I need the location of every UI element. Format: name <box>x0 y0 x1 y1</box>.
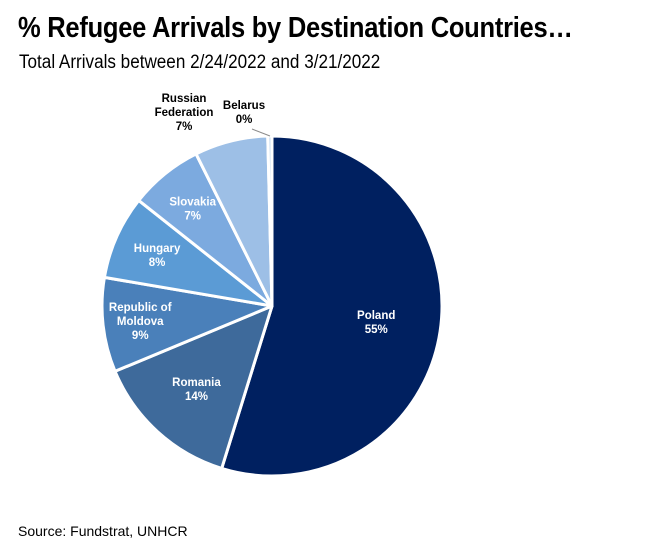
slice-category-label: Republic of <box>109 302 172 314</box>
slice-category-label: Slovakia <box>169 196 216 208</box>
slice-value-label: 0% <box>236 114 253 126</box>
slice-value-label: 8% <box>149 257 166 269</box>
data-label-belarus: Belarus 0% <box>223 100 265 126</box>
slice-value-label: 9% <box>132 330 149 342</box>
slice-category-label: Hungary <box>134 243 181 255</box>
chart-title: % Refugee Arrivals by Destination Countr… <box>18 12 573 44</box>
data-label-republic-of-moldova: Republic of Moldova 9% <box>109 302 172 342</box>
slice-category-label: Romania <box>172 377 221 389</box>
slice-category-label: Belarus <box>223 100 265 112</box>
leader-line-belarus <box>251 128 271 137</box>
slice-value-label: 7% <box>176 121 193 133</box>
slice-category-label: Poland <box>357 310 395 322</box>
slice-value-label: 14% <box>185 391 208 403</box>
chart-subtitle: Total Arrivals between 2/24/2022 and 3/2… <box>19 52 381 73</box>
pie-slice-republic-of-moldova <box>100 275 274 373</box>
pie-slice-poland <box>220 134 444 478</box>
slice-value-label: 55% <box>365 324 388 336</box>
data-label-slovakia: Slovakia 7% <box>169 196 216 222</box>
data-label-romania: Romania 14% <box>172 377 221 403</box>
data-label-poland: Poland 55% <box>357 310 395 336</box>
data-label-russian-federation: Russian Federation 7% <box>155 93 214 133</box>
data-label-hungary: Hungary 8% <box>134 243 181 269</box>
slice-category-label: Federation <box>155 107 214 119</box>
pie-slice-romania <box>113 304 274 470</box>
slice-category-label: Moldova <box>117 316 164 328</box>
source-note: Source: Fundstrat, UNHCR <box>18 523 188 539</box>
slice-category-label: Russian <box>162 93 207 105</box>
slice-value-label: 7% <box>184 210 201 222</box>
